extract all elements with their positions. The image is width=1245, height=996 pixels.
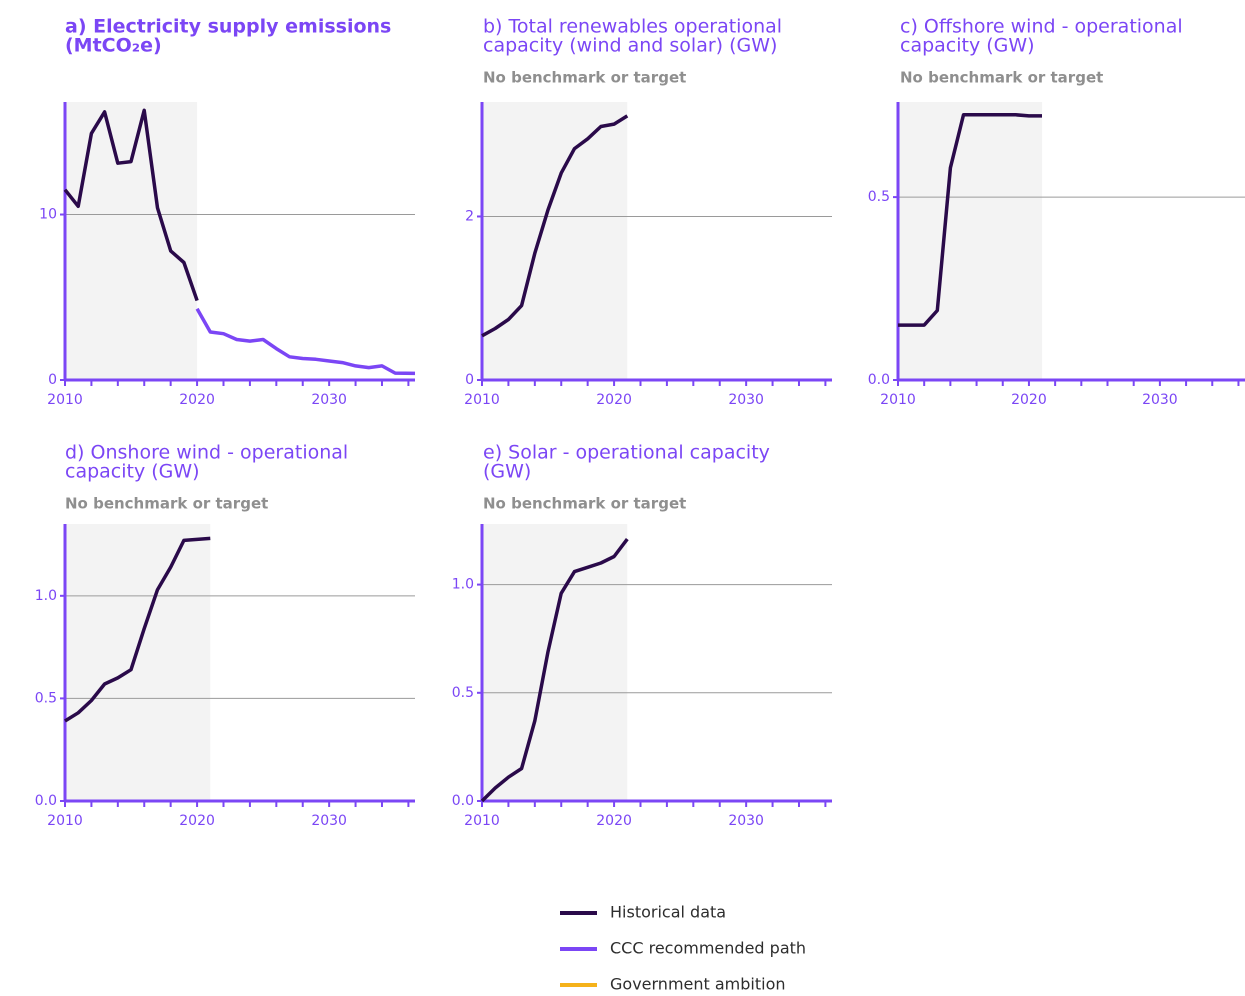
panel-subtitle: No benchmark or target [900, 69, 1103, 87]
panel-title-line: e) Solar - operational capacity [483, 442, 770, 464]
x-tick-label: 2010 [464, 813, 500, 829]
y-tick-label: 0 [465, 372, 474, 388]
panel-a: a) Electricity supply emissions(MtCO₂e) 0… [39, 16, 416, 408]
series-line-historical [64, 536, 211, 723]
x-tick-label: 2010 [464, 392, 500, 408]
legend-label: Historical data [610, 903, 726, 922]
y-tick-label: 2 [465, 208, 474, 224]
y-tick-label: 0.5 [35, 690, 57, 706]
panel-e: e) Solar - operational capacity(GW) No be… [452, 442, 832, 829]
series-line-historical [481, 114, 629, 338]
y-tick-label: 1.0 [35, 588, 57, 604]
x-tick-label: 2020 [596, 813, 632, 829]
panel-title-line: b) Total renewables operational [483, 16, 782, 38]
x-tick-label: 2010 [880, 392, 916, 408]
x-tick-label: 2020 [179, 813, 215, 829]
series-line-historical [63, 108, 199, 302]
panel-title-line: d) Onshore wind - operational [65, 442, 348, 464]
x-tick-label: 2010 [47, 813, 83, 829]
x-tick-label: 2030 [311, 392, 347, 408]
y-tick-label: 0.0 [868, 372, 890, 388]
historical-period-shade [898, 102, 1043, 380]
legend-label: Government ambition [610, 975, 786, 994]
panel-title-line: (MtCO₂e) [65, 35, 162, 57]
panel-subtitle: No benchmark or target [65, 495, 268, 513]
y-tick-label: 0 [48, 372, 57, 388]
x-tick-label: 2020 [1011, 392, 1047, 408]
series-line-historical [480, 538, 629, 803]
panel-title-line: c) Offshore wind - operational [900, 16, 1183, 38]
panel-title-line: capacity (wind and solar) (GW) [483, 35, 777, 57]
series-line-ccc [195, 307, 416, 376]
panel-subtitle: No benchmark or target [483, 495, 686, 513]
x-tick-label: 2030 [1142, 392, 1178, 408]
panel-b: b) Total renewables operationalcapacity … [464, 16, 832, 408]
series-line-historical [898, 113, 1042, 327]
historical-period-shade [482, 102, 628, 380]
y-tick-label: 0.0 [452, 793, 474, 809]
historical-period-shade [65, 102, 198, 380]
x-tick-label: 2030 [311, 813, 347, 829]
historical-period-shade [65, 524, 211, 801]
x-tick-label: 2030 [728, 392, 764, 408]
panel-title-line: (GW) [483, 461, 531, 483]
x-tick-label: 2030 [728, 813, 764, 829]
x-tick-label: 2020 [596, 392, 632, 408]
x-tick-label: 2010 [47, 392, 83, 408]
panel-title-line: capacity (GW) [65, 461, 200, 483]
y-tick-label: 10 [39, 207, 57, 223]
x-tick-label: 2020 [179, 392, 215, 408]
panel-title-line: a) Electricity supply emissions [65, 16, 391, 38]
legend-label: CCC recommended path [610, 939, 806, 958]
panel-title-line: capacity (GW) [900, 35, 1035, 57]
panel-subtitle: No benchmark or target [483, 69, 686, 87]
y-tick-label: 0.5 [868, 189, 890, 205]
historical-period-shade [482, 524, 628, 801]
y-tick-label: 0.0 [35, 793, 57, 809]
y-tick-label: 0.5 [452, 685, 474, 701]
legend: Historical data CCC recommended path Gover… [560, 903, 806, 994]
y-tick-label: 1.0 [452, 577, 474, 593]
